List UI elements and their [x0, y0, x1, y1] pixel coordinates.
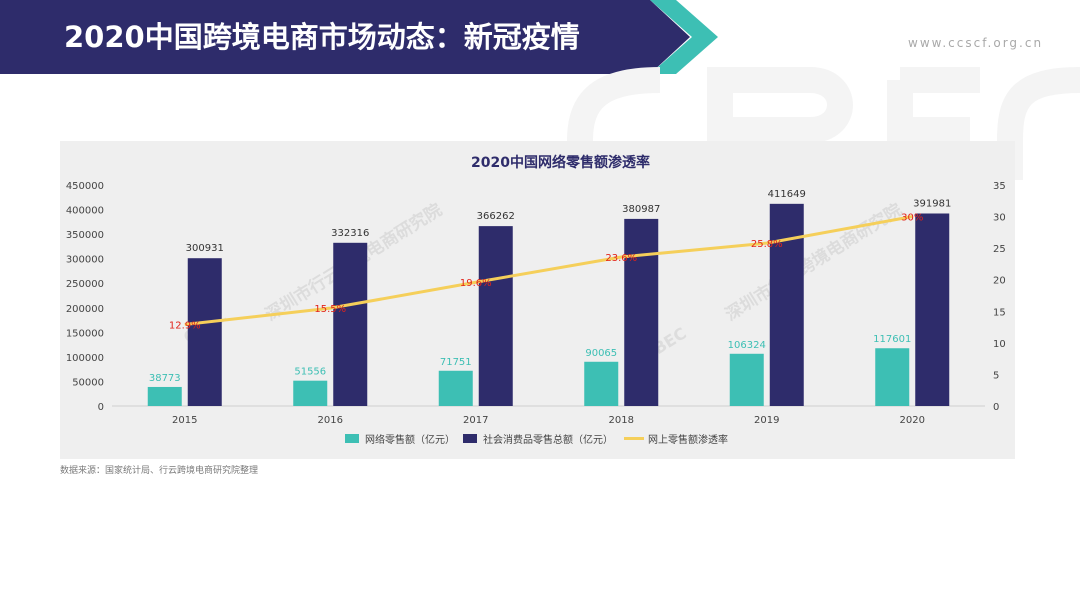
data-source-note: 数据来源：国家统计局、行云跨境电商研究院整理 [60, 466, 259, 476]
y-right-tick-label: 30 [993, 213, 1006, 224]
y-right-tick-label: 20 [993, 276, 1006, 287]
x-tick-label: 2015 [172, 415, 197, 426]
line-penetration-rate [184, 215, 913, 327]
y-left-tick-label: 50000 [72, 377, 104, 388]
y-left-tick-label: 0 [98, 402, 104, 413]
y-right-tick-label: 35 [993, 181, 1006, 192]
data-label-online-retail: 51556 [294, 367, 326, 378]
x-tick-label: 2018 [609, 415, 634, 426]
chart-title: 2020中国网络零售额渗透率 [471, 154, 650, 171]
y-right-tick-label: 5 [993, 370, 999, 381]
x-tick-label: 2019 [754, 415, 779, 426]
y-left-tick-label: 350000 [66, 230, 104, 241]
data-label-penetration-rate: 25.8% [751, 239, 783, 250]
y-left-tick-label: 250000 [66, 279, 104, 290]
data-label-total-retail: 411649 [768, 189, 806, 200]
penetration-chart: 2020中国网络零售额渗透率 0 50000 100000 150000 200000 25… [66, 154, 1006, 446]
data-label-online-retail: 106324 [728, 340, 766, 351]
y-left-tick-label: 400000 [66, 206, 104, 217]
data-label-total-retail: 391981 [913, 198, 951, 209]
y-left-tick-label: 150000 [66, 328, 104, 339]
header-banner [0, 0, 718, 74]
legend-label: 网上零售额渗透率 [648, 433, 728, 446]
bar-total-retail [769, 203, 804, 406]
data-label-online-retail: 71751 [440, 357, 472, 368]
x-tick-label: 2020 [900, 415, 925, 426]
data-label-total-retail: 332316 [331, 228, 369, 239]
y-right-tick-label: 10 [993, 339, 1006, 350]
website-url: www.ccscf.org.cn [908, 36, 1044, 50]
y-left-tick-label: 300000 [66, 255, 104, 266]
data-label-penetration-rate: 12.9% [169, 321, 201, 332]
background-brand-logo [567, 67, 1080, 180]
bar-online-retail [584, 361, 619, 406]
y-left-tick-label: 450000 [66, 181, 104, 192]
header-accent-chevron [650, 0, 718, 74]
bar-online-retail [438, 370, 473, 406]
bar-online-retail [293, 380, 328, 406]
y-left-tick-label: 100000 [66, 353, 104, 364]
y-right-tick-label: 0 [993, 402, 999, 413]
bar-total-retail [478, 226, 513, 406]
x-tick-label: 2016 [318, 415, 343, 426]
data-label-total-retail: 300931 [186, 243, 224, 254]
bar-total-retail [624, 218, 659, 406]
legend-swatch [345, 434, 359, 443]
legend-label: 社会消费品零售总额（亿元） [483, 433, 613, 446]
legend-swatch [463, 434, 477, 443]
data-label-penetration-rate: 23.6% [605, 253, 637, 264]
bar-online-retail [729, 353, 764, 406]
bar-total-retail [187, 258, 222, 406]
data-label-penetration-rate: 30% [901, 213, 923, 224]
x-tick-label: 2017 [463, 415, 488, 426]
data-label-online-retail: 90065 [585, 348, 617, 359]
y-left-tick-label: 200000 [66, 304, 104, 315]
data-label-total-retail: 366262 [477, 211, 515, 222]
data-label-online-retail: 117601 [873, 334, 911, 345]
data-label-online-retail: 38773 [149, 373, 181, 384]
bar-total-retail [333, 242, 368, 406]
header-navy-band [0, 0, 690, 74]
watermark-institute: 深圳市行云跨境电商研究院 [722, 199, 906, 325]
legend-label: 网络零售额（亿元） [365, 433, 455, 446]
bar-online-retail [875, 348, 910, 406]
page-title: 2020中国跨境电商市场动态：新冠疫情 [64, 20, 580, 54]
y-right-tick-label: 15 [993, 307, 1006, 318]
y-right-tick-label: 25 [993, 244, 1006, 255]
data-label-total-retail: 380987 [622, 204, 660, 215]
bar-total-retail [915, 213, 950, 406]
chart-panel: 2020中国网络零售额渗透率 0 50000 100000 150000 200000 25… [60, 141, 1015, 459]
data-label-penetration-rate: 15.5% [314, 304, 346, 315]
data-label-penetration-rate: 19.6% [460, 278, 492, 289]
bar-online-retail [147, 386, 182, 406]
